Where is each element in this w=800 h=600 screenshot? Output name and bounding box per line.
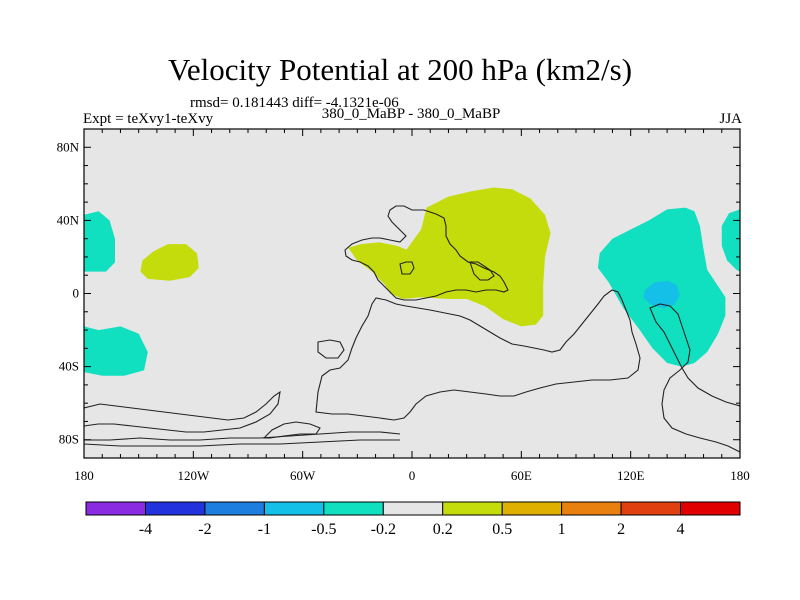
colorbar-label: -2 [198,521,211,538]
contour-regions [84,187,740,376]
lat-label: 40S [59,359,79,374]
page-title: Velocity Potential at 200 hPa (km2/s) [167,52,633,87]
axis-ticks [83,128,741,459]
region-yellow-north-pacific [140,244,199,281]
coastline-antarctic-east [84,439,400,447]
colorbar-label: 4 [677,521,685,538]
colorbar-swatch [620,501,682,516]
lon-label: 60E [511,468,532,483]
coastline-inland-sea-east [469,261,495,281]
colorbar-swatch [85,501,146,516]
colorbar-label: -0.2 [371,521,396,538]
longitude-labels: 180 120W 60W 0 60E 120E 180 [74,468,750,483]
colorbar-swatch [263,501,325,516]
experiment-label: Expt = teXvy1-teXvy [83,111,214,127]
lon-label: 0 [409,468,416,483]
lat-label: 0 [73,286,80,301]
colorbar-swatch [442,501,503,516]
lon-label: 120E [617,468,645,483]
run-label: 380_0_MaBP - 380_0_MaBP [321,106,501,122]
coastline-small-island [317,339,345,359]
colorbar-label: 0.5 [492,521,512,538]
lat-label: 80S [59,432,79,447]
lat-label: 80N [57,139,80,154]
region-cyan-west-north [84,211,115,272]
coastline-antarctic-west [84,390,281,433]
coastline-south-block [315,289,641,421]
stats-label: rmsd= 0.181443 diff= -4.1321e-06 [190,95,399,111]
colorbar-labels: -4 -2 -1 -0.5 -0.2 0.2 0.5 1 2 4 [139,521,685,538]
colorbar-swatch [501,501,563,516]
coastline-antarctic-shelf [84,431,401,441]
colorbar-swatch [145,501,206,516]
region-cyan-east-edge [721,209,740,272]
colorbar-label: -0.5 [311,521,336,538]
region-cyan-west-south [84,326,148,376]
coastline-north-continent [344,205,509,301]
colorbar [85,501,741,516]
lon-label: 60W [290,468,316,483]
colorbar-label: 2 [617,521,625,538]
coastline-east-block [649,303,740,453]
colorbar-swatch [323,501,384,516]
latitude-labels: 80N 40N 0 40S 80S [57,139,80,446]
colorbar-swatch [680,501,741,516]
coastline-antarctic-spit [262,421,321,439]
lon-label: 180 [730,468,750,483]
colorbar-swatch [382,501,444,516]
season-label: JJA [719,111,742,127]
colorbar-label: 1 [558,521,566,538]
region-yellow-eurasia-africa [348,187,551,327]
lon-label: 180 [74,468,94,483]
colorbar-label: 0.2 [433,521,453,538]
colorbar-swatch [204,501,265,516]
lon-label: 120W [177,468,210,483]
colorbar-label: -4 [139,521,152,538]
region-blue-pacific-minimum [643,280,680,309]
paleo-coastlines [84,205,740,453]
colorbar-swatch [561,501,622,516]
colorbar-label: -1 [258,521,271,538]
lat-label: 40N [57,212,80,227]
coastline-inland-sea-west [399,261,415,275]
